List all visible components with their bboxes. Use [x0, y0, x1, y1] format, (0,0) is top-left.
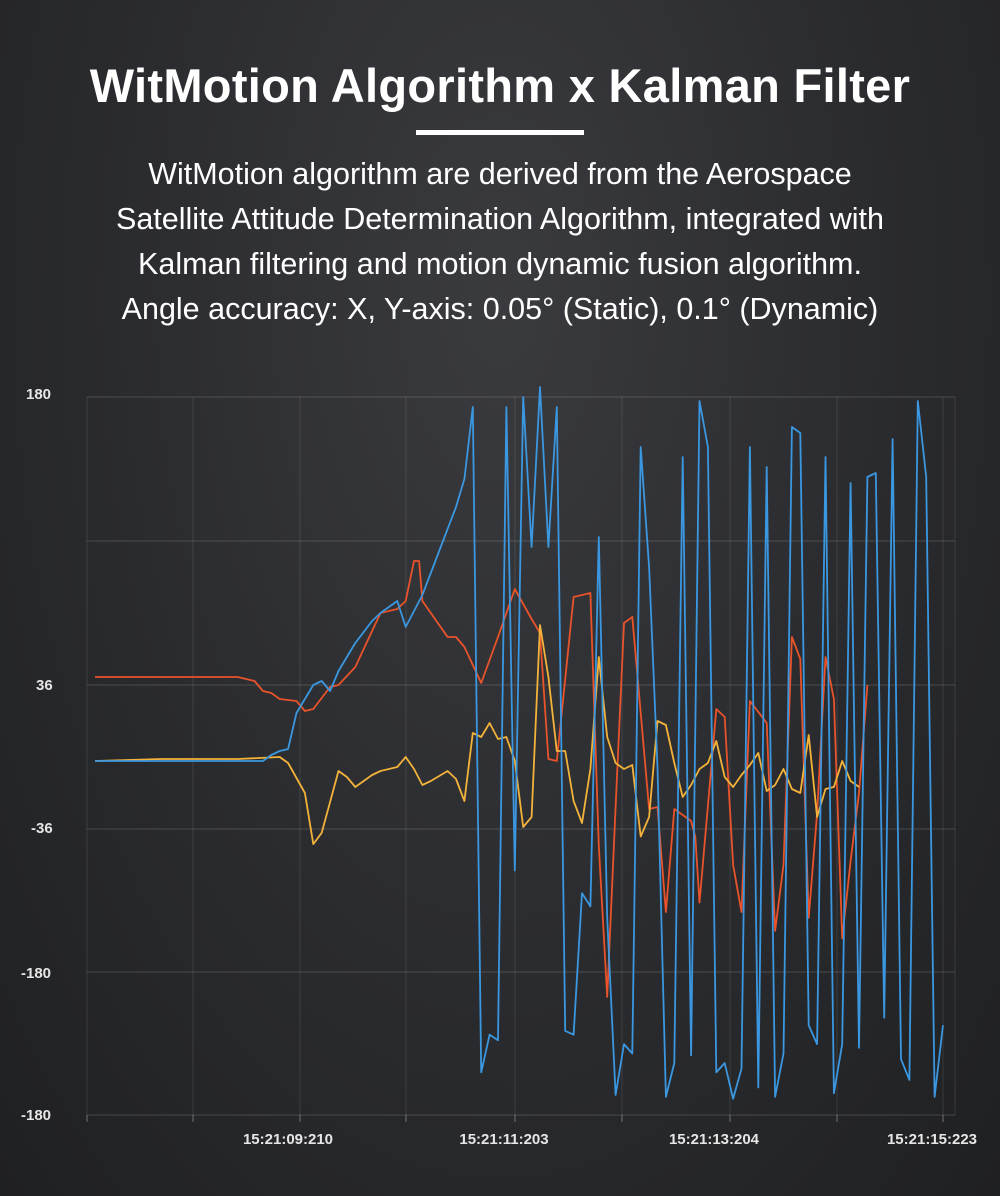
y-tick-label: 180: [26, 386, 51, 403]
y-tick-label: -36: [31, 820, 53, 837]
description-line: Kalman filtering and motion dynamic fusi…: [138, 247, 862, 281]
y-tick-label: -180: [21, 1107, 51, 1124]
chart-series: [94, 386, 944, 1100]
title-underline: [416, 130, 584, 135]
y-tick-label: -180: [21, 965, 51, 982]
series-line-0: [95, 560, 869, 998]
description: WitMotion algorithm are derived from the…: [20, 152, 980, 332]
series-line-1: [94, 624, 860, 845]
x-tick-label: 15:21:13:204: [669, 1131, 760, 1148]
page-title: WitMotion Algorithm x Kalman Filter: [89, 59, 911, 112]
description-line: Angle accuracy: X, Y-axis: 0.05° (Static…: [121, 292, 879, 326]
y-axis-tick-labels: 180 36 -36 -180 -180: [21, 386, 53, 1124]
series-line-2: [95, 386, 944, 1100]
description-line: Satellite Attitude Determination Algorit…: [116, 202, 884, 236]
x-tick-label: 15:21:09:210: [243, 1131, 333, 1148]
x-tick-label: 15:21:11:203: [459, 1131, 548, 1148]
chart-grid: [86, 396, 956, 1122]
description-line: WitMotion algorithm are derived from the…: [148, 157, 852, 191]
y-tick-label: 36: [36, 677, 53, 694]
x-axis-tick-labels: 15:21:09:210 15:21:11:203 15:21:13:204 1…: [243, 1131, 977, 1148]
x-tick-label: 15:21:15:223: [887, 1131, 977, 1148]
